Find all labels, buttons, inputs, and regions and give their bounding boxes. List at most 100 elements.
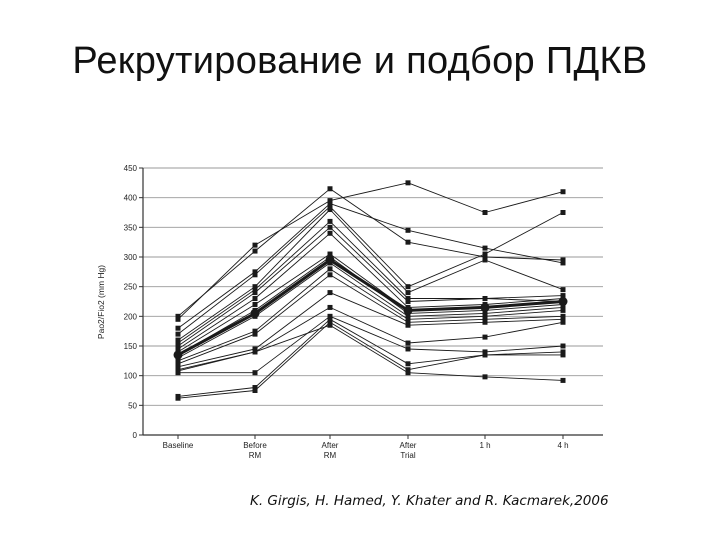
data-point — [175, 343, 181, 349]
data-point — [560, 210, 566, 215]
data-point — [405, 316, 411, 322]
data-point — [405, 227, 411, 233]
data-point — [405, 346, 411, 352]
data-point — [175, 337, 181, 343]
y-tick-label: 450 — [124, 164, 138, 173]
x-tick-label: RM — [249, 451, 262, 460]
data-point — [482, 374, 488, 380]
data-point — [560, 260, 566, 266]
data-point — [405, 284, 411, 290]
data-point — [405, 313, 411, 319]
series-line — [177, 203, 564, 329]
data-point — [560, 293, 566, 299]
data-point — [405, 361, 411, 367]
data-point — [327, 266, 333, 272]
data-point — [175, 316, 181, 322]
data-point-mean — [480, 302, 490, 312]
series-markers — [173, 180, 568, 401]
data-point — [252, 242, 258, 248]
data-point — [405, 296, 411, 302]
data-point — [482, 349, 488, 355]
data-point — [482, 210, 488, 215]
data-point — [327, 218, 333, 224]
data-point — [327, 201, 333, 207]
data-point — [175, 325, 181, 331]
y-axis-title: Pao2/Fio2 (mm Hg) — [96, 265, 106, 339]
data-point — [175, 340, 181, 346]
data-point — [175, 331, 181, 337]
data-point — [405, 340, 411, 346]
data-point — [252, 301, 258, 307]
data-point — [175, 395, 181, 401]
data-point — [560, 377, 566, 383]
series-line — [177, 209, 564, 341]
data-point — [405, 367, 411, 373]
data-point — [327, 230, 333, 236]
x-tick-label: RM — [324, 451, 337, 460]
data-point — [252, 269, 258, 275]
data-point-mean — [173, 350, 183, 360]
data-point — [482, 310, 488, 316]
data-point — [482, 251, 488, 257]
y-tick-label: 200 — [124, 312, 138, 321]
data-point — [482, 245, 488, 251]
data-point — [327, 316, 333, 322]
grid-lines — [143, 167, 603, 406]
data-point — [560, 257, 566, 263]
data-point — [482, 313, 488, 319]
x-tick-label: 1 h — [479, 441, 490, 450]
x-tick-label: 4 h — [557, 441, 568, 450]
data-point — [327, 186, 333, 192]
data-point — [327, 204, 333, 210]
data-point — [405, 299, 411, 304]
series-line — [178, 315, 564, 374]
y-tick-label: 150 — [124, 342, 138, 351]
data-point — [482, 254, 488, 260]
data-point — [482, 257, 488, 263]
data-point — [175, 361, 181, 367]
data-point — [560, 304, 566, 310]
series-line-mean — [177, 258, 564, 357]
data-point — [327, 290, 333, 296]
data-point — [560, 349, 566, 355]
series-line — [177, 262, 564, 359]
data-point — [560, 352, 566, 358]
y-tick-label: 350 — [124, 223, 138, 232]
data-point — [405, 319, 411, 325]
axes — [139, 167, 603, 439]
data-point — [252, 346, 258, 352]
series-line — [177, 318, 564, 397]
data-point — [405, 180, 411, 186]
y-tick-label: 300 — [124, 253, 138, 262]
series-line — [177, 268, 564, 362]
data-point — [405, 290, 411, 296]
data-point — [327, 304, 333, 310]
data-point — [327, 313, 333, 319]
x-tick-label: After — [400, 441, 417, 450]
data-point — [560, 313, 566, 319]
data-point — [175, 313, 181, 319]
data-point — [252, 385, 258, 391]
series-line — [177, 220, 564, 344]
data-point — [327, 198, 333, 204]
data-point — [252, 287, 258, 293]
data-point — [560, 319, 566, 325]
data-point-mean — [558, 297, 568, 306]
x-tick-label: After — [322, 441, 339, 450]
citation: K. Girgis, H. Hamed, Y. Khater and R. Ka… — [250, 493, 609, 509]
series-line — [177, 226, 564, 347]
data-point — [482, 296, 488, 302]
data-point — [252, 331, 258, 337]
data-point — [252, 290, 258, 296]
data-point — [405, 239, 411, 245]
data-point — [327, 251, 333, 257]
series-line — [177, 232, 564, 350]
data-point — [482, 319, 488, 325]
data-point-mean — [250, 308, 260, 318]
tick-labels: 0 50 100 150 200 250 300 350 400 450 Baseline Befor… — [124, 164, 569, 460]
y-tick-label: 100 — [124, 372, 138, 381]
x-tick-label: Before — [243, 441, 267, 450]
data-point — [560, 316, 566, 322]
data-point — [405, 322, 411, 328]
